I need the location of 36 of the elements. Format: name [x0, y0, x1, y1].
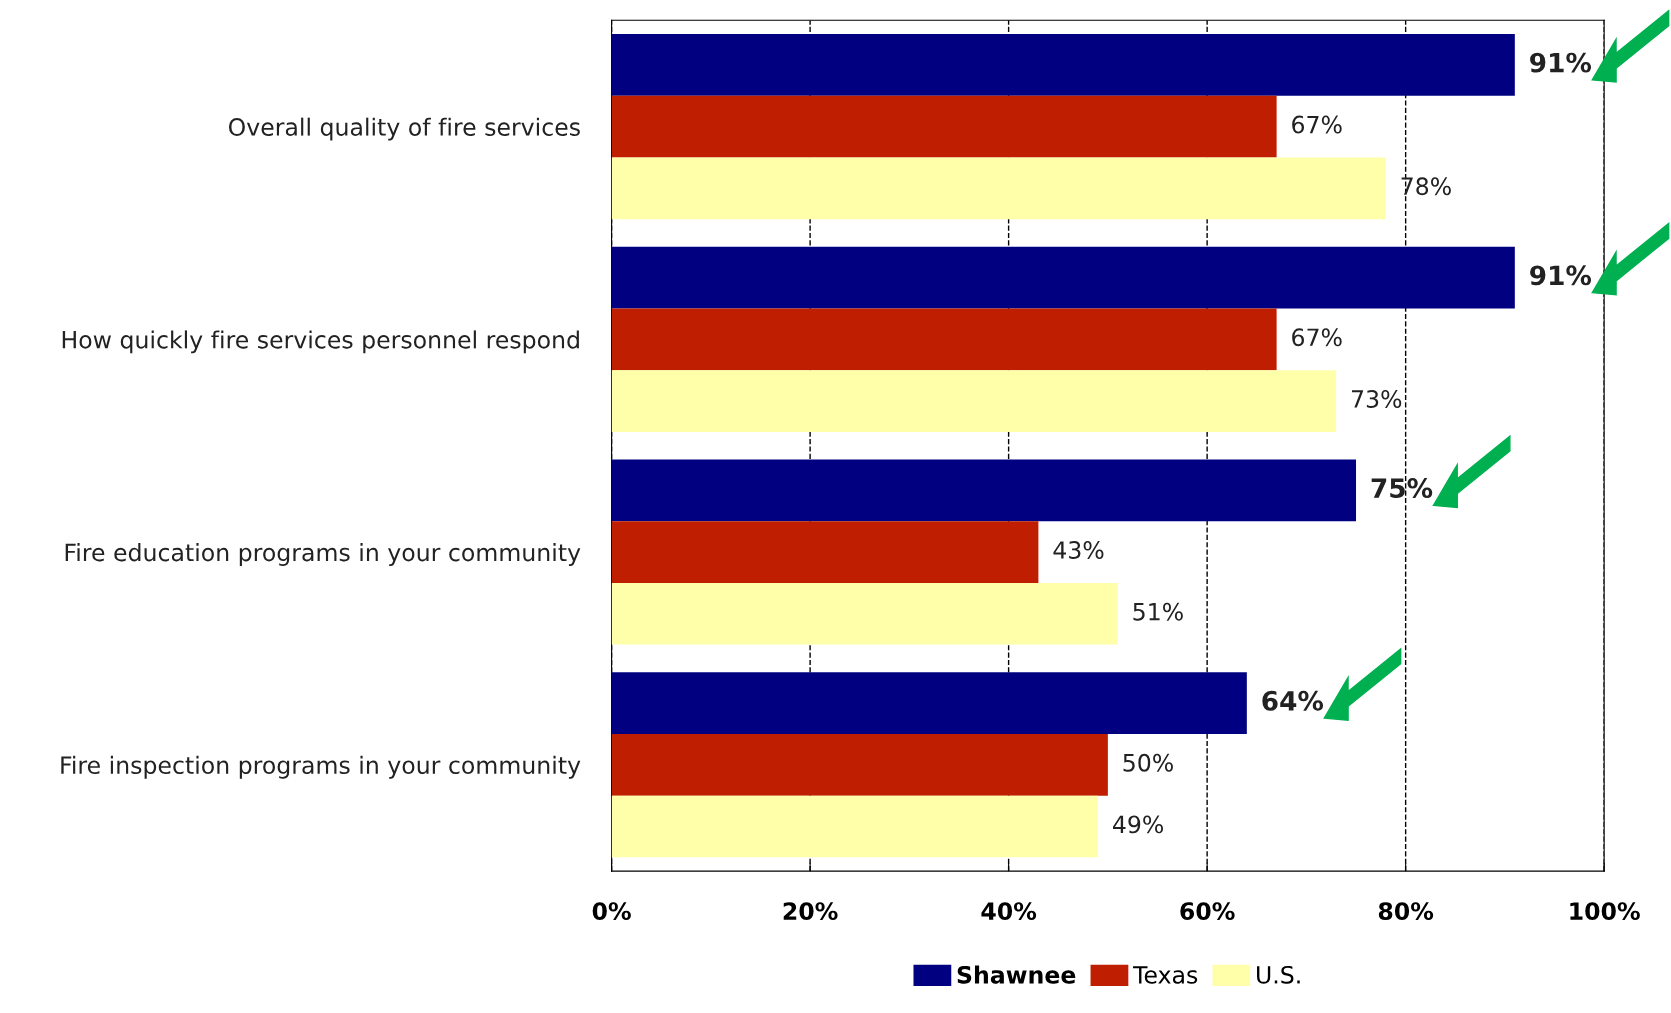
- bar: [611, 308, 1277, 371]
- legend-label: U.S.: [1257, 965, 1300, 984]
- data-label: 73%: [1351, 390, 1402, 408]
- bar: [611, 795, 1098, 858]
- legend-label: Texas: [1132, 966, 1198, 984]
- y-tick-label: How quickly fire services personnel respond: [62, 330, 579, 354]
- x-tick-label: 0%: [592, 902, 631, 921]
- legend-label: Shawnee: [957, 965, 1076, 984]
- data-label: 91%: [1530, 52, 1592, 73]
- data-label: 51%: [1133, 602, 1183, 621]
- bar: [611, 459, 1357, 522]
- bar: [611, 733, 1108, 796]
- y-tick-label: Fire inspection programs in your community: [61, 755, 581, 779]
- bar: [611, 582, 1118, 645]
- bar: [611, 370, 1337, 432]
- data-label: 50%: [1123, 753, 1173, 772]
- data-label: 67%: [1292, 115, 1342, 134]
- x-tick-label: 100%: [1570, 902, 1640, 921]
- bar: [611, 157, 1386, 220]
- bar: [611, 672, 1247, 734]
- data-label: 43%: [1053, 541, 1104, 559]
- bar: [611, 95, 1277, 158]
- data-label: 67%: [1292, 328, 1342, 347]
- x-tick-label: 60%: [1180, 902, 1235, 921]
- x-tick-label: 20%: [783, 902, 838, 921]
- y-tick-label: Fire education programs in your community: [65, 543, 581, 566]
- y-tick-label: Overall quality of fire services: [228, 117, 580, 141]
- data-label: 64%: [1262, 690, 1324, 711]
- bar: [611, 246, 1515, 309]
- bar: [611, 521, 1039, 583]
- x-tick-label: 80%: [1378, 902, 1434, 921]
- data-label: 78%: [1401, 177, 1451, 196]
- data-label: 91%: [1530, 265, 1592, 286]
- data-label: 49%: [1112, 815, 1164, 834]
- bar: [611, 34, 1515, 96]
- x-tick-label: 40%: [981, 902, 1037, 921]
